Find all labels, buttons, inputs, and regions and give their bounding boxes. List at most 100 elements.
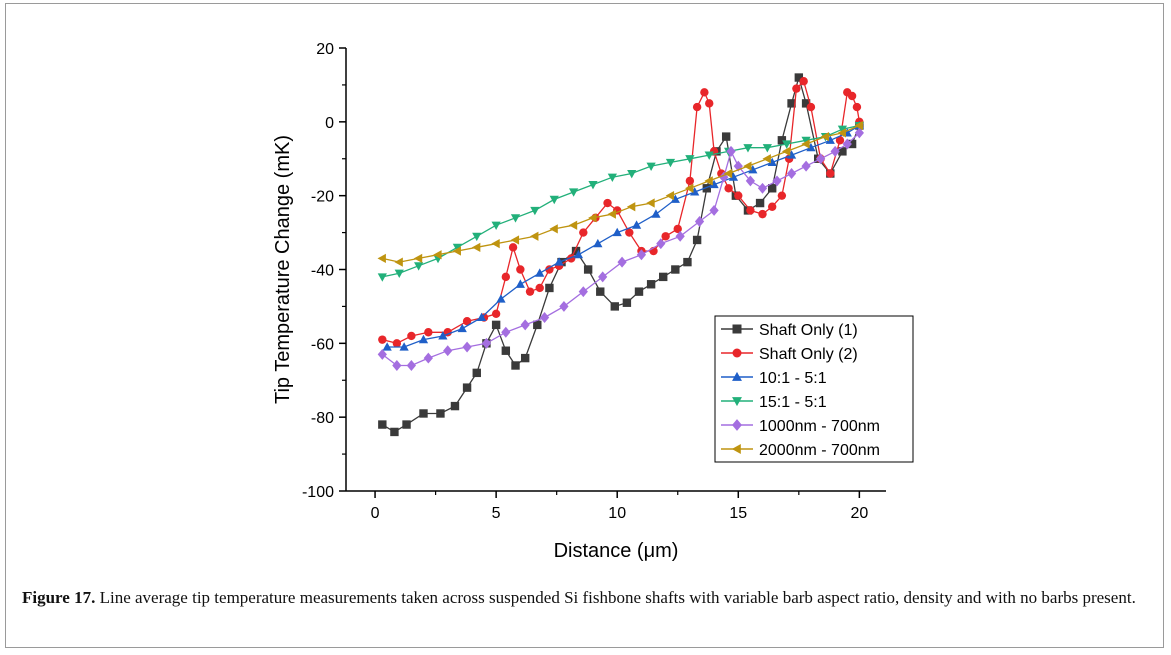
- data-point: [491, 320, 501, 330]
- legend-marker-sample: [732, 348, 742, 358]
- data-point: [767, 184, 777, 193]
- data-point: [462, 341, 472, 353]
- data-point: [472, 232, 482, 242]
- data-point: [508, 243, 518, 252]
- data-point: [530, 231, 539, 241]
- data-point: [685, 155, 695, 164]
- data-point: [549, 195, 559, 205]
- data-point: [631, 220, 642, 229]
- data-point: [837, 125, 848, 135]
- data-point: [462, 383, 472, 392]
- legend-marker-sample: [731, 444, 741, 454]
- caption-text: Line average tip temperature measurement…: [95, 588, 1136, 607]
- data-point: [777, 191, 787, 200]
- data-point: [407, 331, 416, 341]
- data-point: [496, 294, 506, 303]
- legend-label: 15:1 - 5:1: [759, 394, 827, 411]
- data-point: [799, 77, 808, 86]
- series-6: [377, 120, 863, 267]
- data-point: [670, 194, 680, 203]
- data-point: [709, 204, 719, 216]
- data-point: [596, 287, 605, 296]
- data-point: [511, 361, 520, 370]
- data-point: [462, 316, 472, 326]
- data-point: [603, 198, 612, 208]
- data-point: [665, 158, 676, 168]
- data-point: [721, 132, 731, 141]
- data-point: [728, 172, 739, 181]
- data-point: [568, 220, 578, 230]
- data-point: [423, 352, 433, 364]
- data-point: [559, 300, 569, 312]
- data-point: [535, 268, 545, 277]
- series-2: [378, 77, 864, 348]
- legend-label: Shaft Only (2): [759, 346, 858, 363]
- data-point: [438, 331, 448, 340]
- data-point: [377, 348, 387, 360]
- y-tick-label: 0: [325, 115, 334, 132]
- data-point: [690, 187, 700, 196]
- data-point: [745, 175, 756, 187]
- y-tick-label: -40: [311, 263, 334, 280]
- data-point: [762, 144, 772, 153]
- data-point: [516, 265, 525, 274]
- data-point: [402, 420, 411, 429]
- data-point: [510, 235, 520, 245]
- data-point: [743, 144, 753, 153]
- data-point: [702, 184, 712, 193]
- data-point: [815, 153, 826, 165]
- figure-caption: Figure 17. Line average tip temperature …: [22, 587, 1152, 609]
- data-point: [757, 182, 768, 194]
- data-point: [382, 342, 392, 351]
- data-point: [636, 249, 647, 261]
- data-point: [806, 142, 816, 152]
- data-point: [743, 161, 752, 171]
- data-point: [549, 224, 558, 234]
- data-point: [646, 162, 656, 171]
- data-point: [786, 168, 797, 179]
- y-tick-label: -100: [302, 484, 334, 501]
- data-point: [491, 221, 501, 231]
- data-point: [651, 209, 661, 218]
- legend-box: [714, 315, 914, 463]
- data-point: [593, 238, 603, 248]
- data-point: [390, 427, 399, 437]
- data-point: [692, 102, 702, 112]
- data-point: [838, 147, 847, 156]
- data-point: [569, 188, 579, 197]
- data-point: [626, 202, 636, 212]
- data-point: [842, 138, 852, 150]
- x-tick-label: 0: [371, 505, 380, 522]
- data-point: [781, 146, 791, 156]
- data-point: [700, 88, 709, 97]
- data-point: [588, 181, 598, 190]
- data-point: [671, 265, 680, 274]
- data-point: [704, 151, 714, 160]
- data-point: [392, 339, 402, 348]
- data-point: [520, 353, 530, 363]
- x-tick-label: 5: [492, 505, 501, 522]
- data-point: [579, 228, 588, 237]
- data-point: [847, 91, 857, 101]
- data-point: [665, 191, 675, 201]
- data-point: [705, 99, 714, 108]
- data-point: [794, 73, 804, 82]
- data-point: [617, 256, 627, 268]
- data-point: [573, 249, 584, 259]
- data-point: [598, 271, 608, 283]
- y-axis-label: Tip Temperature Change (mK): [272, 135, 294, 404]
- data-point: [607, 209, 616, 219]
- data-point: [378, 420, 387, 429]
- data-point: [515, 279, 525, 288]
- data-point: [535, 283, 544, 293]
- data-point: [612, 227, 622, 237]
- data-point: [634, 287, 644, 296]
- data-point: [583, 265, 593, 274]
- data-point: [733, 160, 743, 172]
- data-point: [418, 334, 429, 344]
- data-point: [419, 409, 428, 418]
- data-point: [476, 312, 487, 322]
- data-point: [501, 326, 511, 338]
- data-point: [394, 269, 404, 279]
- data-point: [801, 139, 810, 149]
